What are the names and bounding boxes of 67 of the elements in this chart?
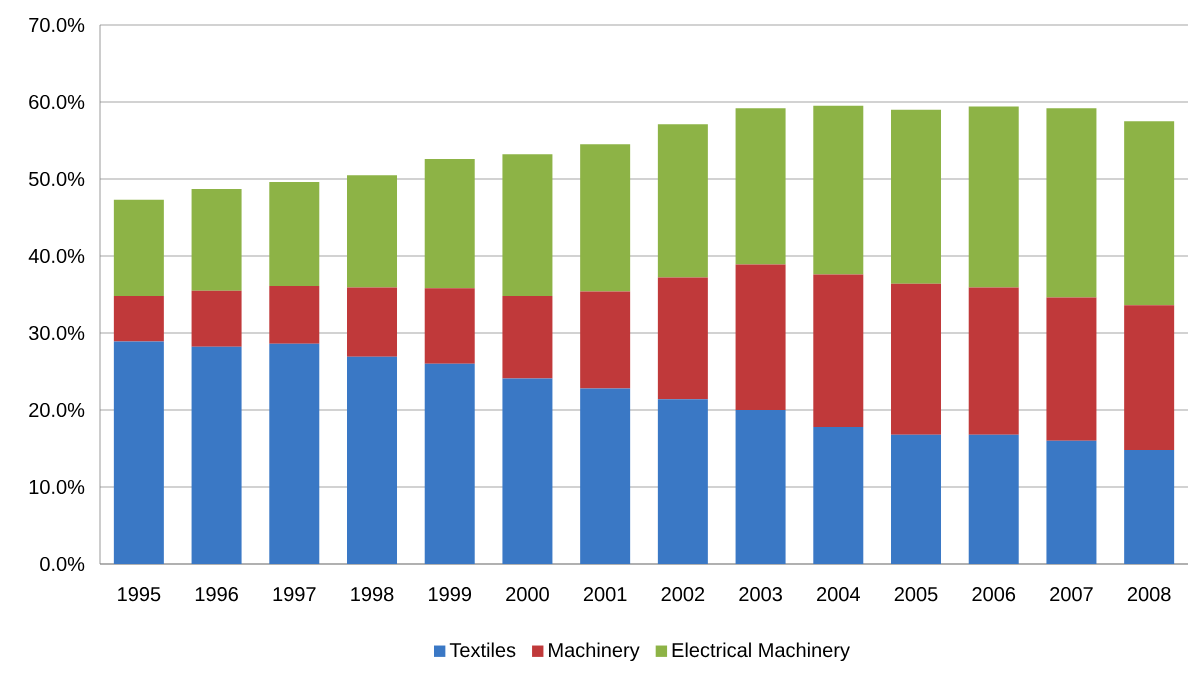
x-tick-label: 1997 — [273, 587, 316, 602]
bar — [113, 296, 164, 342]
bar — [735, 264, 786, 410]
x-tick-label: 2007 — [1050, 587, 1093, 602]
x-tick-label: 2000 — [506, 587, 549, 602]
bar — [968, 287, 1019, 435]
y-tick-label: 70.0% — [29, 17, 85, 33]
bar — [347, 356, 398, 564]
bar — [813, 105, 864, 275]
bar — [1046, 440, 1097, 564]
y-tick-label: 0.0% — [40, 556, 85, 572]
bar — [502, 296, 553, 379]
bar — [968, 434, 1019, 564]
bar — [1046, 297, 1097, 441]
bar — [269, 343, 320, 564]
bar — [1124, 305, 1175, 451]
bar — [347, 287, 398, 357]
bar — [113, 341, 164, 564]
bar — [813, 426, 864, 564]
x-tick-label: 1998 — [351, 587, 394, 602]
bar — [1046, 108, 1097, 298]
x-tick-label: 2003 — [739, 587, 782, 602]
bar — [191, 346, 242, 564]
bar — [580, 144, 631, 292]
x-tick-label: 2005 — [894, 587, 938, 602]
legend-label: Machinery — [549, 642, 640, 662]
bar — [657, 124, 708, 278]
bar — [735, 410, 786, 564]
bar — [191, 290, 242, 347]
y-tick-label: 60.0% — [29, 94, 85, 110]
bar — [269, 286, 320, 344]
y-tick-label: 40.0% — [28, 248, 85, 264]
bar — [1124, 121, 1175, 306]
y-tick-label: 10.0% — [29, 479, 85, 495]
x-tick-label: 2001 — [583, 587, 627, 602]
bar — [968, 106, 1019, 288]
bar — [424, 158, 475, 289]
x-tick-label: 2002 — [661, 587, 705, 602]
y-tick-label: 30.0% — [28, 325, 85, 341]
legend-label: Electrical Machinery — [672, 642, 850, 662]
x-tick-label: 2006 — [972, 587, 1016, 602]
legend-label: Textiles — [449, 642, 516, 658]
bar — [580, 291, 631, 389]
bar — [113, 199, 164, 297]
x-tick-label: 1999 — [429, 587, 472, 602]
bar — [657, 399, 708, 564]
bar — [580, 388, 631, 564]
x-tick-label: 1995 — [118, 587, 161, 602]
bar — [813, 274, 864, 427]
x-tick-label: 2008 — [1127, 587, 1171, 602]
y-tick-label: 20.0% — [29, 402, 85, 418]
bar — [269, 182, 320, 287]
bar — [424, 363, 475, 564]
bar — [1124, 450, 1175, 564]
x-tick-label: 1996 — [195, 587, 238, 602]
bar — [502, 378, 553, 564]
bar — [502, 154, 553, 297]
bar — [424, 288, 475, 364]
bar — [891, 109, 942, 284]
bar — [191, 189, 242, 291]
bar — [657, 277, 708, 400]
x-tick-label: 2004 — [817, 587, 860, 602]
bar — [891, 283, 942, 435]
bar — [347, 175, 398, 288]
bar — [735, 108, 786, 265]
bar — [891, 434, 942, 564]
y-tick-label: 50.0% — [29, 171, 85, 187]
